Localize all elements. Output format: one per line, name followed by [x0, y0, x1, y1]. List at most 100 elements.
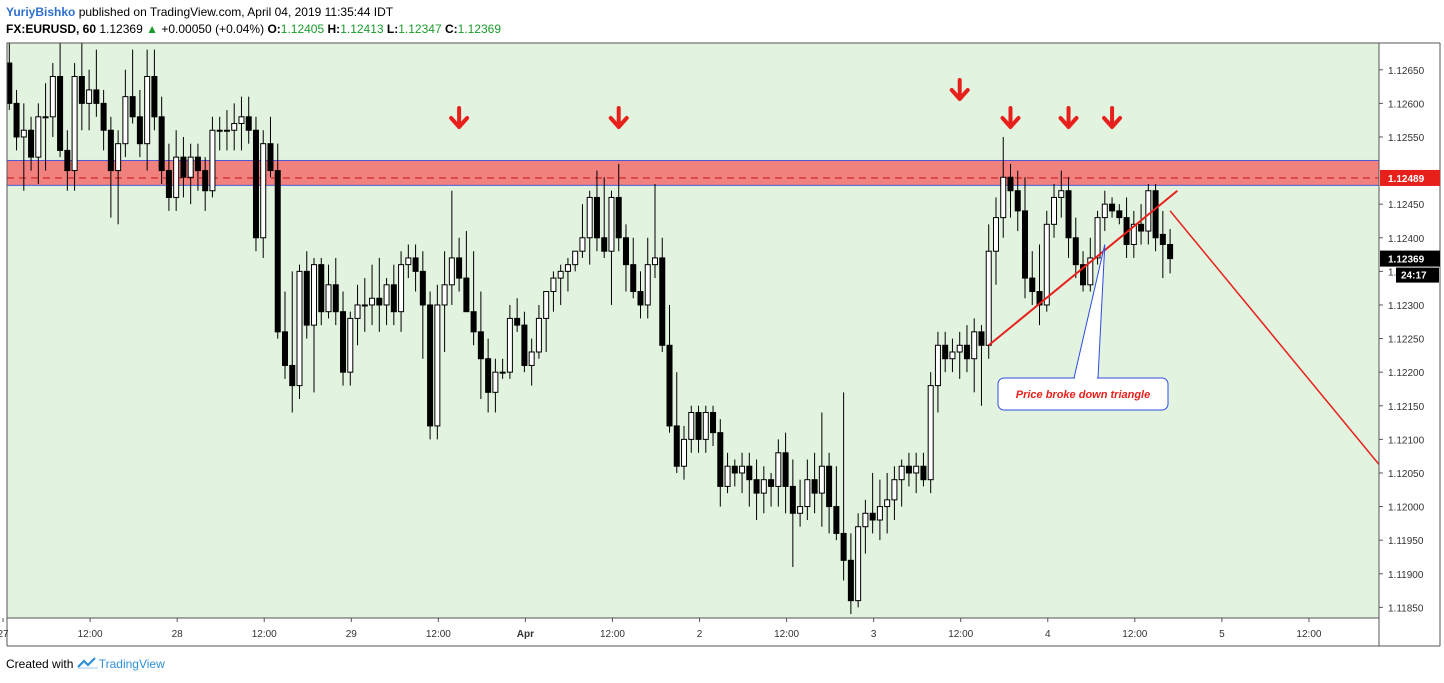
bearish-candle: [340, 311, 347, 373]
bullish-candle: [434, 304, 441, 427]
bearish-candle: [1159, 233, 1166, 245]
bearish-candle: [332, 284, 339, 313]
bearish-candle: [869, 512, 876, 521]
tradingview-brand-link[interactable]: TradingView: [98, 657, 165, 671]
bullish-candle: [1087, 257, 1094, 286]
countdown-label: 24:17: [1401, 271, 1427, 282]
x-tick-label: 12:00: [1296, 629, 1321, 640]
bearish-candle: [1014, 190, 1021, 212]
y-tick-label: 1.12400: [1388, 234, 1425, 245]
bearish-candle: [978, 331, 985, 346]
bearish-candle: [695, 411, 702, 440]
open-value: 1.12405: [280, 22, 325, 36]
bearish-candle: [274, 170, 281, 333]
bearish-candle: [13, 102, 20, 138]
plot-background: [7, 43, 1379, 618]
bearish-candle: [521, 324, 528, 366]
bearish-candle: [601, 237, 608, 252]
bullish-candle: [913, 465, 920, 474]
bearish-candle: [267, 143, 274, 172]
bearish-candle: [427, 304, 434, 427]
bearish-candle: [158, 116, 165, 172]
bullish-candle: [956, 344, 963, 353]
down-arrow-icon: [1102, 106, 1123, 129]
bullish-candle: [260, 143, 267, 239]
up-triangle-icon: ▲: [146, 22, 158, 36]
bullish-candle: [644, 264, 651, 306]
bullish-candle: [572, 250, 579, 266]
bearish-candle: [1065, 190, 1072, 239]
bullish-candle: [448, 257, 455, 286]
down-arrow-icon: [1000, 106, 1021, 129]
chart-header: YuriyBishko published on TradingView.com…: [6, 4, 1406, 37]
bullish-candle: [325, 284, 332, 313]
bullish-candle: [855, 526, 862, 602]
high-label: H:: [327, 22, 341, 36]
bullish-candle: [492, 371, 499, 393]
bullish-candle: [724, 465, 731, 487]
bullish-candle: [876, 506, 883, 521]
bullish-candle: [361, 304, 368, 307]
bullish-candle: [1043, 223, 1050, 306]
bearish-candle: [717, 432, 724, 487]
x-tick-label: Apr: [517, 629, 534, 640]
bearish-candle: [136, 116, 143, 145]
down-arrow-icon: [949, 78, 970, 101]
bearish-candle: [1072, 237, 1079, 266]
bullish-candle: [528, 351, 535, 366]
change-value: +0.00050 (+0.04%): [161, 22, 265, 36]
bearish-candle: [485, 358, 492, 393]
bearish-candle: [811, 479, 818, 494]
author-link[interactable]: YuriyBishko: [6, 5, 76, 19]
bullish-candle: [804, 479, 811, 508]
bullish-candle: [535, 317, 542, 353]
x-tick-label: 12:00: [1122, 629, 1147, 640]
bearish-candle: [281, 331, 288, 366]
bullish-candle: [369, 297, 376, 306]
bullish-candle: [586, 196, 593, 239]
close-value: 1.12369: [457, 22, 502, 36]
x-tick-label: 12:00: [252, 629, 277, 640]
x-tick-label: 12:00: [774, 629, 799, 640]
bullish-candle: [1051, 196, 1058, 225]
bearish-candle: [303, 270, 310, 326]
bullish-candle: [506, 317, 513, 373]
bearish-candle: [376, 297, 383, 306]
y-tick-label: 1.12450: [1388, 200, 1425, 211]
bearish-candle: [1022, 210, 1028, 279]
bullish-candle: [971, 331, 978, 360]
x-tick-label: 12:00: [426, 629, 451, 640]
bearish-candle: [129, 96, 136, 118]
bearish-candle: [622, 237, 629, 266]
bearish-candle: [710, 411, 717, 434]
bearish-candle: [463, 277, 470, 313]
y-tick-label: 1.12050: [1388, 469, 1425, 480]
bearish-candle: [7, 62, 13, 104]
x-tick-label: 12:00: [78, 629, 103, 640]
bullish-candle: [398, 264, 405, 313]
bullish-candle: [20, 129, 27, 138]
bullish-candle: [564, 264, 571, 272]
bullish-candle: [862, 512, 869, 528]
low-value: 1.12347: [398, 22, 442, 36]
bullish-candle: [354, 304, 361, 319]
tradingview-logo-icon: [76, 657, 99, 672]
bearish-candle: [615, 196, 622, 239]
bearish-candle: [782, 452, 789, 487]
x-tick-label: 3: [871, 629, 877, 640]
bullish-candle: [71, 75, 78, 172]
y-tick-label: 1.11950: [1388, 536, 1424, 547]
bearish-candle: [666, 344, 673, 427]
bullish-candle: [1130, 223, 1137, 245]
publish-line: YuriyBishko published on TradingView.com…: [6, 4, 1406, 20]
bearish-candle: [78, 75, 85, 104]
bearish-candle: [180, 156, 187, 178]
bullish-candle: [934, 344, 941, 387]
bullish-candle: [608, 196, 615, 252]
bullish-candle: [985, 250, 992, 346]
bearish-candle: [456, 257, 463, 279]
bearish-candle: [1007, 176, 1014, 192]
created-with-text: Created with: [6, 657, 74, 671]
projection-line: [1169, 210, 1379, 466]
